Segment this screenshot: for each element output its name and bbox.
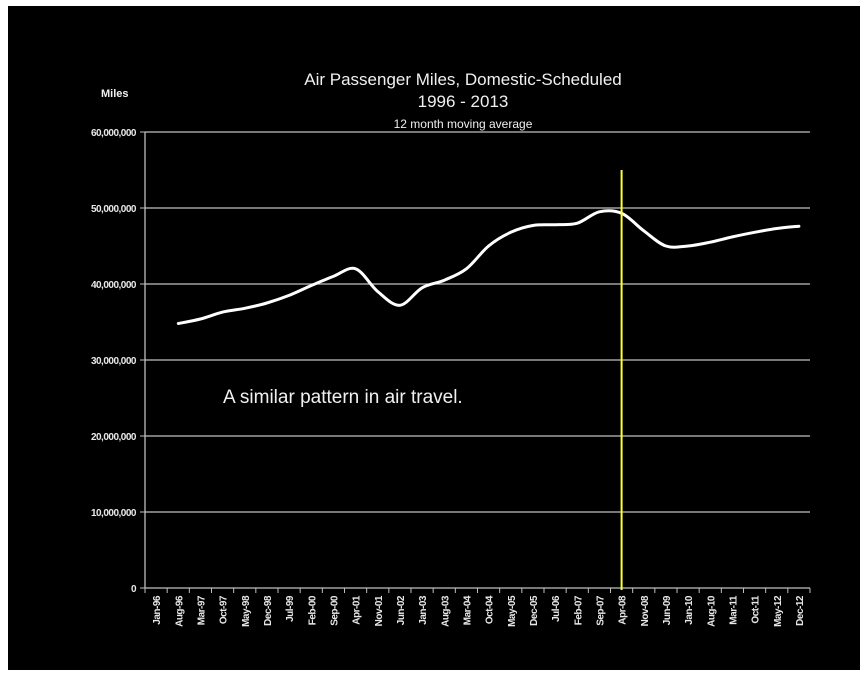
x-tick-label: May-98 — [241, 595, 252, 627]
chart-panel: Air Passenger Miles, Domestic-Scheduled … — [8, 6, 860, 670]
x-tick-label: Apr-01 — [352, 595, 363, 625]
y-tick-label: 40,000,000 — [91, 280, 137, 291]
x-tick-label: Aug-96 — [174, 595, 185, 627]
x-tick-label: Mar-11 — [728, 595, 739, 625]
y-tick-label: 60,000,000 — [91, 128, 137, 139]
x-tick-label: Aug-03 — [440, 595, 451, 627]
y-tick-label: 50,000,000 — [91, 204, 137, 215]
x-tick-label: Dec-12 — [795, 595, 806, 626]
x-tick-label: Jan-03 — [418, 595, 429, 625]
x-tick-label: Jul-06 — [551, 595, 562, 622]
x-tick-label: Mar-97 — [196, 595, 207, 625]
series-layer — [176, 209, 801, 325]
y-tick-label: 10,000,000 — [91, 508, 137, 519]
x-tick-label: Feb-00 — [307, 595, 318, 625]
x-tick-label: Jun-09 — [662, 595, 673, 625]
x-tick-label: Oct-11 — [751, 595, 762, 624]
x-tick-label: Apr-08 — [618, 595, 629, 625]
chart-annotation: A similar pattern in air travel. — [223, 387, 463, 408]
y-axis-ticks: 0 10,000,000 20,000,000 30,000,000 40,000,00… — [91, 128, 145, 595]
x-tick-label: Feb-07 — [573, 595, 584, 625]
x-tick-label: Aug-10 — [706, 595, 717, 627]
x-tick-label: May-05 — [507, 595, 518, 627]
series-line — [176, 209, 801, 325]
x-tick-label: Oct-97 — [219, 595, 230, 624]
x-tick-label: Jan-10 — [684, 595, 695, 625]
x-tick-label: Nov-08 — [640, 595, 651, 626]
y-tick-label: 0 — [131, 584, 137, 595]
x-tick-label: Dec-98 — [263, 595, 274, 626]
x-tick-label: Nov-01 — [374, 595, 385, 626]
chart-title-line1: Air Passenger Miles, Domestic-Scheduled — [304, 70, 621, 89]
y-axis-unit-label: Miles — [101, 88, 129, 100]
x-tick-label: Sep-00 — [329, 595, 340, 626]
x-tick-label: May-12 — [773, 595, 784, 627]
x-tick-label: Jul-99 — [285, 595, 296, 622]
chart-subtitle: 12 month moving average — [394, 117, 533, 131]
axes — [144, 132, 810, 589]
y-tick-label: 20,000,000 — [91, 432, 137, 443]
x-tick-label: Oct-04 — [485, 595, 496, 624]
line-chart: Air Passenger Miles, Domestic-Scheduled … — [91, 70, 811, 627]
gridlines — [145, 131, 810, 513]
chart-title-line2: 1996 - 2013 — [418, 92, 509, 111]
x-tick-label: Mar-04 — [462, 595, 473, 625]
y-tick-label: 30,000,000 — [91, 356, 137, 367]
x-tick-label: Dec-05 — [529, 595, 540, 626]
x-axis-ticks: Jan-96 Aug-96 Mar-97 Oct-97 May-98 Dec-98 Jul-… — [144, 588, 811, 627]
x-tick-label: Jan-96 — [152, 595, 163, 625]
x-tick-label: Jun-02 — [396, 595, 407, 625]
x-tick-label: Sep-07 — [595, 595, 606, 626]
